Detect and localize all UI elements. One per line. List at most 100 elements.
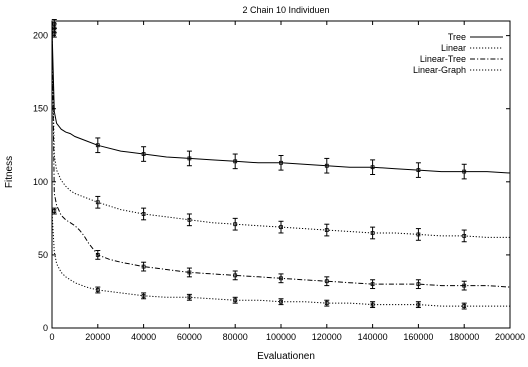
error-bar-linear-graph-8 (415, 301, 421, 309)
data-point-linear-8 (416, 232, 421, 237)
data-point-linear-graph-1 (95, 288, 100, 292)
data-point-linear-tree-9 (462, 283, 467, 288)
error-bar-linear-4 (232, 217, 238, 231)
series-line-linear-tree (51, 23, 511, 288)
y-tick-label-1: 50 (38, 250, 48, 260)
error-bar-linear-2 (141, 207, 147, 221)
error-bar-linear-6 (324, 223, 330, 237)
error-bar-linear-tree-8 (415, 279, 421, 290)
data-point-tree-7 (370, 165, 375, 170)
data-point-linear-tree-4 (233, 273, 238, 278)
data-point-linear-graph-8 (416, 302, 421, 307)
error-bar-linear-graph-1 (95, 286, 101, 294)
error-bar-linear-tree-5 (278, 273, 284, 284)
series-line-tree (51, 28, 511, 174)
error-bar-linear-tree-4 (232, 270, 238, 281)
data-point-linear-graph-2 (141, 293, 146, 298)
data-point-tree-5 (279, 160, 283, 165)
x-tick-label-3: 60000 (177, 332, 202, 342)
error-bar-tree-8 (415, 162, 421, 178)
data-point-linear-tree-1 (95, 253, 100, 257)
error-bar-linear-graph-7 (370, 301, 376, 309)
error-bar-tree-4 (232, 153, 238, 170)
data-point-linear-tree-5 (279, 276, 283, 281)
series-line-linear-graph (51, 210, 510, 307)
y-tick-label-3: 150 (33, 104, 48, 114)
legend-label-linear-graph: Linear-Graph (413, 65, 466, 75)
x-tick-label-7: 140000 (358, 332, 388, 342)
axes: 0 20000 40000 60000 80000 100000 120000 140000 1… (33, 21, 525, 342)
error-bar-linear-graph-9 (461, 302, 467, 310)
data-point-linear-graph-4 (233, 298, 238, 303)
x-tick-label-4: 80000 (223, 332, 248, 342)
error-bar-tree-5 (278, 154, 284, 171)
error-bar-linear-5 (278, 220, 284, 234)
y-tick-label-4: 200 (33, 31, 48, 41)
error-bar-tree-1 (95, 137, 101, 154)
data-point-linear-7 (370, 231, 375, 235)
data-point-linear-0 (52, 30, 57, 35)
data-point-linear-1 (95, 200, 100, 205)
data-point-linear-6 (324, 228, 329, 232)
error-bar-linear-tree-3 (186, 267, 192, 278)
y-tick-label-2: 100 (33, 177, 48, 187)
x-axis-label: Evaluationen (257, 351, 315, 362)
data-point-linear-tree-8 (416, 282, 421, 287)
error-bar-linear-tree-7 (370, 279, 376, 290)
error-bar-linear-graph-3 (186, 293, 192, 301)
error-bar-tree-6 (324, 157, 330, 174)
data-point-tree-4 (233, 159, 238, 164)
legend-label-linear: Linear (441, 43, 466, 53)
data-point-tree-8 (416, 168, 421, 173)
error-bar-linear-8 (415, 228, 421, 241)
error-bar-linear-graph-2 (141, 292, 147, 300)
error-bar-linear-9 (461, 229, 467, 243)
data-point-tree-1 (95, 143, 100, 148)
data-point-linear-graph-0 (52, 209, 57, 213)
y-tick-label-0: 0 (43, 323, 48, 333)
error-bar-linear-7 (370, 226, 376, 240)
error-bar-linear-tree-2 (141, 261, 147, 272)
error-bar-linear-3 (186, 213, 192, 227)
data-point-linear-graph-5 (279, 299, 283, 304)
x-tick-label-0: 0 (49, 332, 54, 342)
data-point-linear-graph-7 (370, 302, 375, 307)
error-bar-linear-graph-4 (232, 296, 238, 304)
data-point-linear-graph-9 (462, 304, 467, 308)
series-lines (51, 23, 511, 307)
data-point-tree-6 (324, 163, 329, 168)
error-bar-linear-tree-1 (95, 250, 101, 260)
data-point-tree-3 (187, 156, 192, 161)
x-tick-label-5: 100000 (266, 332, 296, 342)
data-point-linear-tree-2 (141, 264, 146, 269)
data-point-linear-2 (141, 212, 146, 216)
series-line-linear (51, 32, 510, 238)
error-bar-tree-7 (370, 159, 376, 175)
x-tick-label-6: 120000 (312, 332, 342, 342)
x-tick-label-10: 200000 (495, 332, 525, 342)
data-point-linear-tree-7 (370, 282, 375, 287)
data-point-linear-tree-0 (52, 22, 57, 26)
plot-frame (51, 20, 511, 329)
data-point-linear-5 (279, 225, 283, 230)
error-bar-linear-graph-5 (278, 298, 284, 306)
error-bar-linear-graph-0 (51, 207, 57, 215)
error-bar-tree-2 (141, 146, 147, 162)
error-bar-tree-9 (461, 163, 467, 180)
error-bar-linear-1 (95, 195, 101, 209)
error-bar-linear-tree-6 (324, 276, 330, 287)
error-bar-linear-graph-6 (324, 299, 330, 307)
legend-label-linear-tree: Linear-Tree (420, 54, 466, 64)
data-point-linear-graph-6 (324, 301, 329, 306)
error-bars (51, 19, 467, 310)
data-point-tree-9 (462, 169, 467, 174)
data-point-tree-2 (141, 152, 146, 156)
data-point-linear-3 (187, 217, 192, 222)
x-tick-label-2: 40000 (131, 332, 156, 342)
x-tick-label-8: 160000 (403, 332, 433, 342)
legend-label-tree: Tree (448, 32, 466, 42)
chart-title: 2 Chain 10 Individuen (242, 5, 329, 15)
x-tick-label-1: 20000 (85, 332, 110, 342)
data-point-linear-tree-6 (324, 279, 329, 284)
